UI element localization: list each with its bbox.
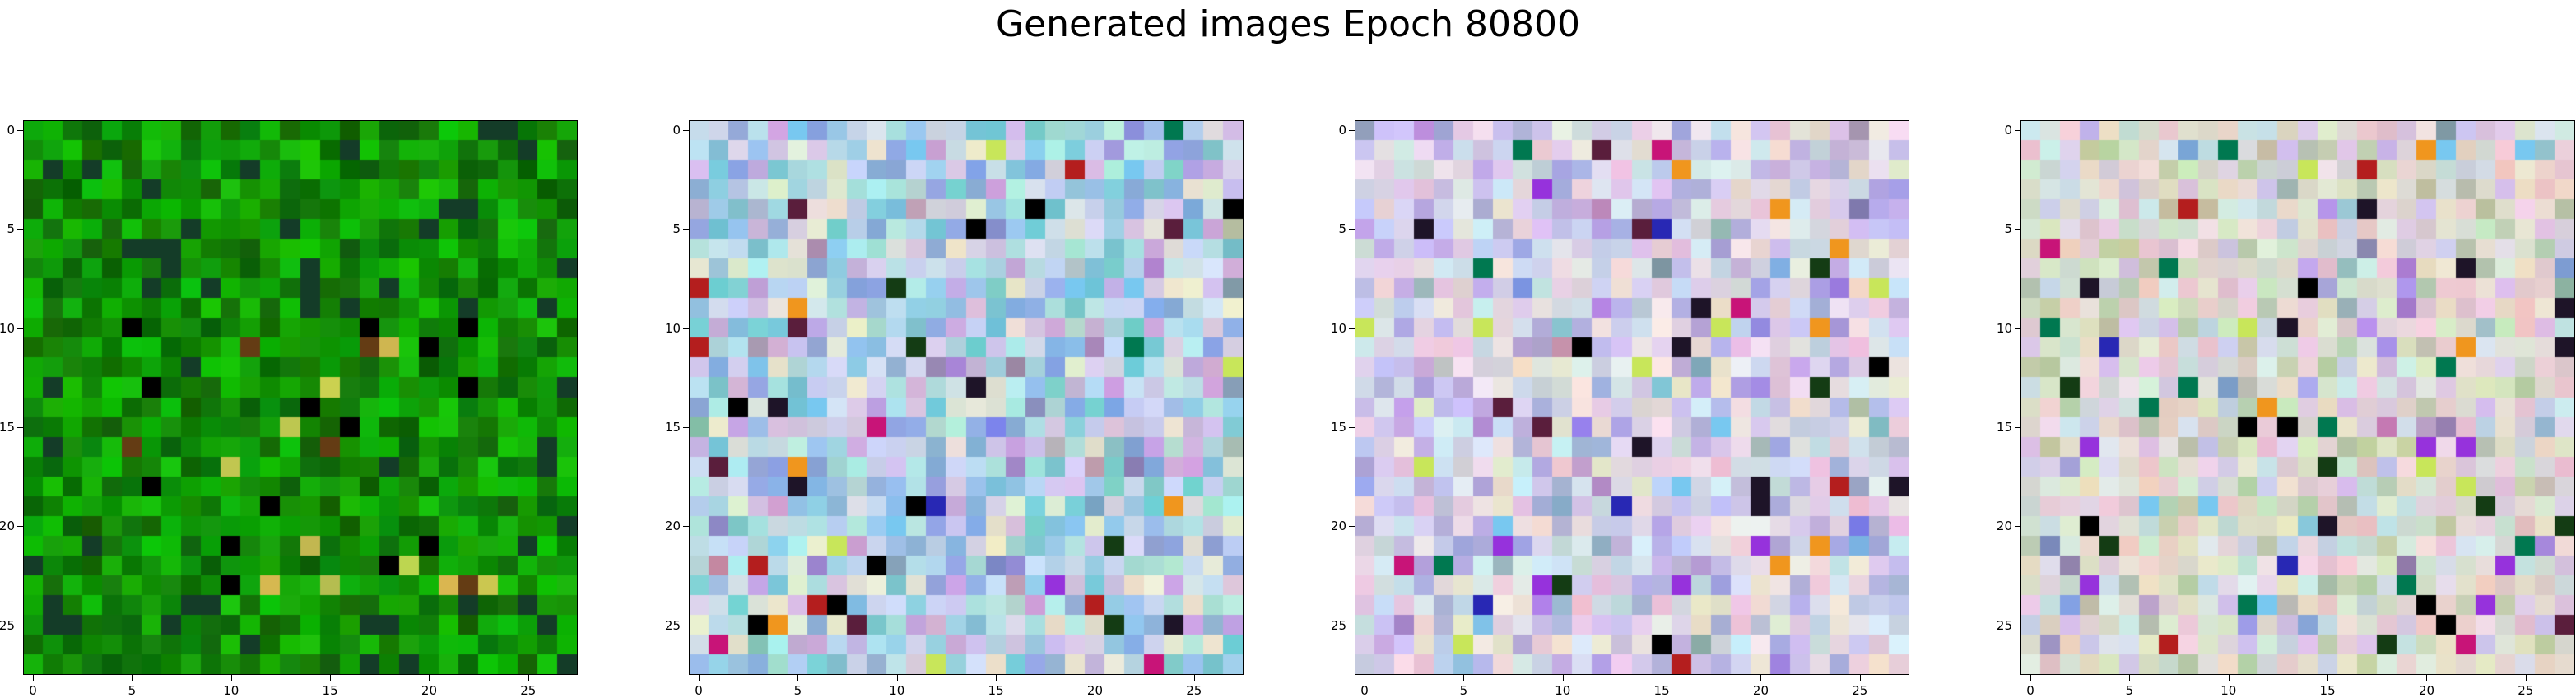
- generated-image-panel-4: 0 5 10 15 20 25 0 5 10 15 20 25: [1997, 120, 2575, 698]
- y-tick: [1349, 229, 1355, 230]
- x-tick-label: 5: [1459, 683, 1468, 698]
- y-tick-label: 10: [664, 320, 681, 336]
- x-tick-label: 0: [1360, 683, 1369, 698]
- x-tick-label: 5: [128, 683, 137, 698]
- y-tick-label: 5: [672, 221, 681, 237]
- y-tick-label: 20: [1996, 519, 2012, 534]
- x-tick: [1760, 675, 1762, 681]
- x-tick-label: 20: [1086, 683, 1103, 698]
- y-tick-label: 10: [1330, 320, 1346, 336]
- y-tick-label: 0: [2004, 123, 2012, 138]
- y-tick-label: 25: [1330, 617, 1346, 633]
- x-tick: [429, 675, 430, 681]
- y-tick-label: 0: [7, 123, 15, 138]
- x-tick: [2129, 675, 2131, 681]
- y-tick: [2015, 526, 2020, 528]
- y-tick-label: 5: [7, 221, 15, 237]
- y-tick: [1349, 130, 1355, 132]
- y-tick: [17, 526, 23, 528]
- y-tick: [17, 229, 23, 230]
- y-tick-label: 25: [1996, 617, 2012, 633]
- generated-image-panel-3: 0 5 10 15 20 25 0 5 10 15 20 25: [1331, 120, 1909, 698]
- y-tick: [17, 130, 23, 132]
- x-tick: [230, 675, 232, 681]
- x-tick-label: 25: [520, 683, 537, 698]
- generated-image-2: [689, 120, 1244, 675]
- x-tick: [1859, 675, 1861, 681]
- y-tick-label: 5: [2004, 221, 2012, 237]
- x-tick: [797, 675, 799, 681]
- x-tick-label: 10: [889, 683, 905, 698]
- y-tick-label: 10: [1996, 320, 2012, 336]
- y-tick: [683, 427, 689, 429]
- x-tick: [2525, 675, 2527, 681]
- x-tick-label: 15: [322, 683, 338, 698]
- x-tick-label: 10: [223, 683, 239, 698]
- y-tick-label: 15: [1330, 420, 1346, 435]
- x-tick-label: 0: [29, 683, 37, 698]
- y-tick: [2015, 328, 2020, 329]
- x-tick: [132, 675, 133, 681]
- y-tick-label: 20: [0, 519, 15, 534]
- x-tick: [2327, 675, 2329, 681]
- x-tick-label: 10: [1555, 683, 1571, 698]
- y-tick: [683, 328, 689, 329]
- y-tick-label: 0: [672, 123, 681, 138]
- figure-title: Generated images Epoch 80800: [995, 3, 1581, 45]
- y-tick-label: 15: [664, 420, 681, 435]
- x-tick: [2426, 675, 2428, 681]
- generated-image-panel-2: 0 5 10 15 20 25 0 5 10 15 20 25: [665, 120, 1244, 698]
- generated-image-4: [2020, 120, 2575, 675]
- y-tick: [2015, 130, 2020, 132]
- generated-image-panel-1: 0 5 10 15 20 25 0 5 10 15 20 25: [0, 120, 578, 698]
- x-tick: [1463, 675, 1465, 681]
- y-tick: [1349, 526, 1355, 528]
- y-tick: [1349, 328, 1355, 329]
- x-tick-label: 25: [1186, 683, 1202, 698]
- x-tick: [2228, 675, 2230, 681]
- x-tick: [330, 675, 332, 681]
- y-tick-label: 15: [0, 420, 15, 435]
- y-tick: [2015, 229, 2020, 230]
- y-tick-label: 20: [664, 519, 681, 534]
- x-tick-label: 25: [1852, 683, 1868, 698]
- y-tick: [683, 526, 689, 528]
- x-tick: [33, 675, 35, 681]
- y-tick-label: 20: [1330, 519, 1346, 534]
- y-tick-label: 0: [1338, 123, 1346, 138]
- x-tick-label: 5: [793, 683, 802, 698]
- x-tick-label: 20: [421, 683, 437, 698]
- x-tick-label: 5: [2125, 683, 2134, 698]
- x-tick: [699, 675, 700, 681]
- x-tick: [996, 675, 997, 681]
- generated-image-3: [1355, 120, 1909, 675]
- y-tick: [17, 427, 23, 429]
- x-tick: [528, 675, 529, 681]
- x-tick-label: 20: [2418, 683, 2434, 698]
- x-tick-label: 0: [2026, 683, 2034, 698]
- generated-image-1: [23, 120, 578, 675]
- x-tick-label: 10: [2220, 683, 2237, 698]
- y-tick-label: 15: [1996, 420, 2012, 435]
- x-tick: [1562, 675, 1564, 681]
- x-tick-label: 20: [1752, 683, 1769, 698]
- x-tick-label: 25: [2518, 683, 2534, 698]
- x-tick-label: 0: [695, 683, 703, 698]
- x-tick-label: 15: [1653, 683, 1670, 698]
- y-tick-label: 5: [1338, 221, 1346, 237]
- y-tick-label: 25: [0, 617, 15, 633]
- x-tick: [2030, 675, 2032, 681]
- y-tick: [1349, 427, 1355, 429]
- y-tick: [683, 229, 689, 230]
- x-tick-label: 15: [988, 683, 1004, 698]
- y-tick-label: 25: [664, 617, 681, 633]
- x-tick: [896, 675, 898, 681]
- x-tick-label: 15: [2319, 683, 2336, 698]
- y-tick: [17, 328, 23, 329]
- y-tick: [683, 130, 689, 132]
- y-tick: [2015, 427, 2020, 429]
- y-tick-label: 10: [0, 320, 15, 336]
- x-tick: [1193, 675, 1195, 681]
